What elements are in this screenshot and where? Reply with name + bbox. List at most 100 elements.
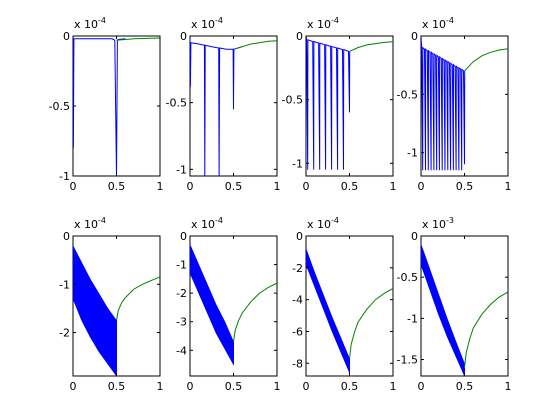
y-tick-label: -6 [292,325,303,338]
x-tick-label: 1 [505,380,512,393]
plot-area [73,36,160,176]
y-tick-label: -1 [407,147,418,160]
scale-factor-label: x 10-3 [422,216,454,231]
subplot-7: 0 0.5 1 0 -2 -4 -6 -8 x 10-4 [292,216,396,393]
series-band [73,245,117,376]
series-line-1 [73,36,126,176]
scale-exponent: -4 [446,16,454,25]
scale-exponent: -4 [331,216,339,225]
subplot-2: 0 0.5 1 0 -0.5 -1 x 10-4 [166,16,281,193]
series-spikes [421,36,466,171]
scale-exponent: -4 [215,16,223,25]
x-tick-label: 0 [418,380,425,393]
subplot-1: 0 0.5 1 0 -0.5 -1 x 10-4 [49,16,164,193]
series-line-1 [349,288,393,359]
scale-exponent: -4 [98,216,106,225]
subplot-3: 0 0.5 1 0 -0.5 -1 x 10-4 [282,16,397,193]
scale-factor-label: x 10-4 [422,16,454,31]
plot-area [190,36,277,176]
series-line-1 [464,291,508,368]
series-band [190,244,234,366]
x-tick-label: 1 [390,180,397,193]
y-tick-label: -0.5 [49,100,70,113]
y-tick-label: -2 [176,287,187,300]
scale-factor-label: x 10-4 [74,216,106,231]
x-tick-label: 0.5 [456,380,474,393]
subplot-5: 0 0.5 1 0 -1 -2 x 10-4 [59,216,163,393]
subplot-8: 0 0.5 1 0 -0.5 -1 -1.5 x 10-3 [397,216,512,393]
scale-exponent: -4 [215,216,223,225]
series-line-2 [233,40,277,50]
y-tick-label: -2 [59,327,70,340]
series-line-1 [349,41,393,52]
y-tick-label: -1 [292,157,303,170]
y-tick-label: -0.5 [397,88,418,101]
y-tick-label: -3 [176,316,187,329]
x-tick-label: 0 [303,180,310,193]
scale-exponent: -4 [98,16,106,25]
y-tick-label: -2 [292,262,303,275]
x-tick-label: 0.5 [225,380,243,393]
plot-area [306,36,393,170]
x-tick-label: 0.5 [456,180,474,193]
y-tick-label: -1 [176,259,187,272]
x-tick-label: 0.5 [108,180,126,193]
series-line-1 [116,276,160,321]
x-tick-label: 1 [505,180,512,193]
plot-area [306,248,393,373]
y-tick-label: -8 [292,357,303,370]
axes-box [420,235,509,377]
y-tick-label: -4 [176,344,187,357]
x-tick-label: 0 [187,180,194,193]
series-line-1 [190,36,243,176]
y-tick-label: 0 [296,30,303,43]
plot-area [73,245,160,376]
scale-factor-label: x 10-4 [307,216,339,231]
scale-factor-label: x 10-4 [307,16,339,31]
x-tick-label: 0 [418,180,425,193]
scale-exponent: -4 [331,16,339,25]
y-tick-label: -1 [176,163,187,176]
y-tick-label: 0 [180,230,187,243]
x-tick-label: 1 [157,180,164,193]
x-tick-label: 1 [390,380,397,393]
x-tick-label: 0 [70,380,77,393]
series-band [421,244,465,376]
y-tick-label: -1.5 [397,354,418,367]
y-tick-label: 0 [411,30,418,43]
y-tick-label: -4 [292,294,303,307]
series-line-2 [116,37,160,41]
series-line-1 [464,48,508,72]
x-tick-label: 0 [303,380,310,393]
x-tick-label: 1 [274,180,281,193]
y-tick-label: 0 [180,30,187,43]
y-tick-label: -1 [59,170,70,183]
y-tick-label: -1 [407,312,418,325]
scale-exponent: -3 [446,216,454,225]
plot-area [421,244,508,376]
x-tick-label: 0.5 [108,380,126,393]
x-tick-label: 0 [187,380,194,393]
series-line-1 [233,282,277,342]
y-tick-label: 0 [63,230,70,243]
plot-area [190,244,277,366]
scale-factor-label: x 10-4 [191,16,223,31]
y-tick-label: -0.5 [282,94,303,107]
x-tick-label: 1 [157,380,164,393]
y-tick-label: -0.5 [397,271,418,284]
x-tick-label: 0.5 [225,180,243,193]
scale-factor-label: x 10-4 [74,16,106,31]
x-tick-label: 1 [274,380,281,393]
x-tick-label: 0.5 [341,380,359,393]
subplot-4: 0 0.5 1 0 -0.5 -1 x 10-4 [397,16,512,193]
x-tick-label: 0.5 [341,180,359,193]
series-spikes [306,36,351,170]
axes-box [305,235,394,377]
plot-area [421,36,508,171]
y-tick-label: 0 [63,30,70,43]
subplot-6: 0 0.5 10-1-2-3-4x 10-4 [176,216,280,393]
y-tick-label: -1 [59,278,70,291]
x-tick-label: 0 [70,180,77,193]
y-tick-label: 0 [296,230,303,243]
